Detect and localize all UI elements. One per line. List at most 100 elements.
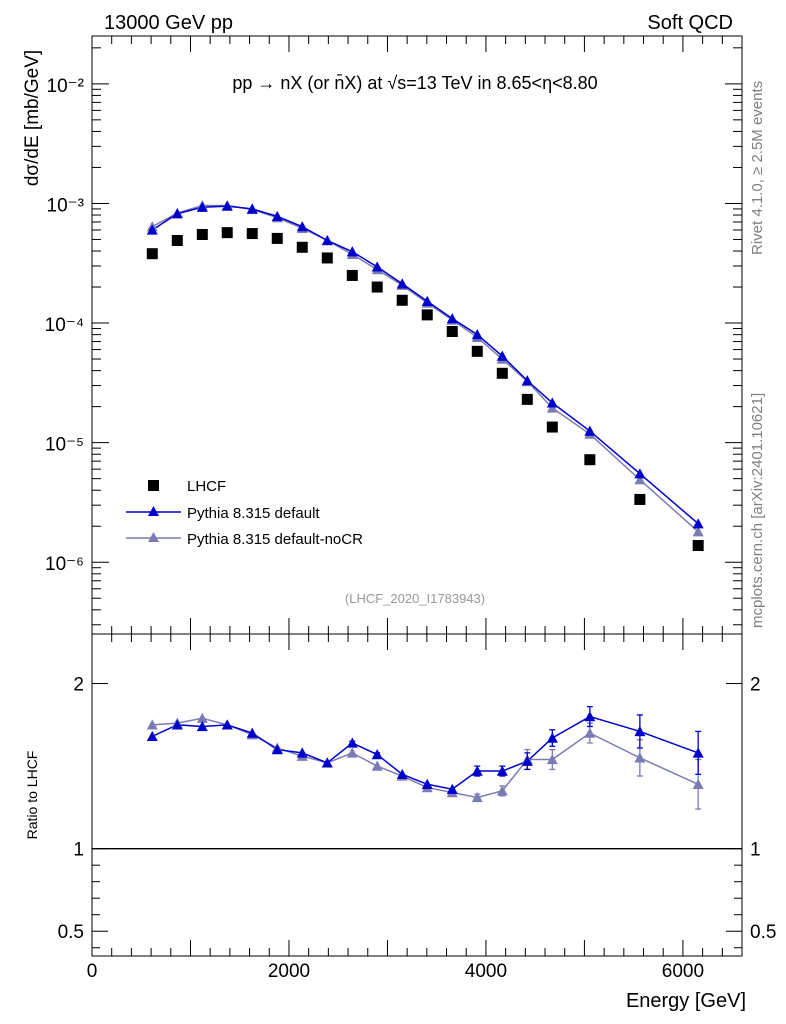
data-point bbox=[546, 421, 558, 433]
ratio-point bbox=[584, 727, 596, 738]
mc-point bbox=[296, 221, 308, 232]
mc-point bbox=[446, 313, 458, 324]
ratio-point bbox=[584, 711, 596, 722]
data-point bbox=[634, 493, 646, 505]
data-point bbox=[246, 228, 258, 240]
main-ticks: 10⁻⁶ 10⁻⁵ 10⁻⁴ 10⁻³ 10⁻² bbox=[45, 36, 743, 634]
mc-point bbox=[371, 261, 383, 272]
ratio-point bbox=[692, 778, 704, 789]
data-point bbox=[584, 454, 596, 466]
mc-point bbox=[692, 526, 704, 537]
y-tick-label: 10⁻⁵ bbox=[45, 435, 84, 456]
side-note-bottom: mcplots.cern.ch [arXiv:2401.10621] bbox=[749, 393, 766, 628]
mc-point bbox=[196, 201, 208, 212]
header-right: Soft QCD bbox=[647, 12, 733, 34]
data-point bbox=[321, 252, 333, 264]
legend-marker-lhcf bbox=[148, 480, 159, 491]
data-point bbox=[692, 540, 704, 552]
ratio-point bbox=[296, 747, 308, 758]
data-point bbox=[396, 294, 408, 306]
data-point bbox=[371, 281, 383, 293]
side-note-top: Rivet 4.1.0, ≥ 2.5M events bbox=[749, 81, 766, 255]
ratio-point bbox=[496, 785, 508, 796]
series-line-1 bbox=[151, 205, 699, 525]
ratio-line-1 bbox=[151, 715, 699, 791]
y-tick-label: 10⁻² bbox=[47, 76, 85, 97]
ratio-tick-label-right: 2 bbox=[750, 675, 761, 696]
x-tick-labels: 0 2000 4000 6000 bbox=[87, 961, 704, 982]
ratio-point bbox=[271, 744, 283, 755]
mc-point bbox=[246, 203, 258, 214]
data-point bbox=[471, 345, 483, 357]
main-markers bbox=[146, 200, 704, 552]
ratio-frame bbox=[91, 633, 743, 957]
ratio-point bbox=[521, 755, 533, 766]
data-point bbox=[271, 232, 283, 244]
data-point bbox=[421, 309, 433, 321]
ratio-point bbox=[221, 719, 233, 730]
y-tick-label: 10⁻⁴ bbox=[45, 315, 84, 336]
analysis-label: (LHCF_2020_I1783943) bbox=[345, 591, 485, 606]
ratio-point bbox=[546, 753, 558, 765]
ratio-point bbox=[634, 725, 646, 737]
data-point bbox=[521, 393, 533, 405]
ratio-point bbox=[146, 719, 158, 730]
ratio-tick-label-left: 2 bbox=[73, 675, 84, 696]
ratio-point bbox=[496, 765, 508, 776]
ratio-panel: 0.5 0.5 1 1 2 2 Ratio to LHCF bbox=[24, 633, 776, 957]
mc-point bbox=[692, 518, 704, 529]
ratio-point bbox=[246, 727, 258, 738]
ratio-markers bbox=[146, 706, 704, 810]
chart-title: pp → nX (or n̄X) at √s=13 TeV in 8.65<η<… bbox=[232, 73, 597, 93]
ratio-point bbox=[692, 747, 704, 758]
ratio-point bbox=[471, 765, 483, 776]
data-point bbox=[346, 269, 358, 281]
ratio-point bbox=[421, 778, 433, 789]
y-tick-label: 10⁻³ bbox=[47, 195, 85, 216]
header-left: 13000 GeV pp bbox=[104, 12, 233, 34]
mc-point bbox=[584, 425, 596, 436]
legend-label-default: Pythia 8.315 default bbox=[187, 505, 320, 522]
ratio-tick-label-left: 1 bbox=[73, 840, 84, 861]
data-point bbox=[296, 241, 308, 253]
ratio-point bbox=[321, 757, 333, 768]
ratio-y-axis-label: Ratio to LHCF bbox=[24, 751, 40, 840]
x-tick-label: 6000 bbox=[662, 961, 704, 982]
data-point bbox=[146, 248, 158, 260]
mc-point bbox=[396, 278, 408, 289]
legend: LHCF Pythia 8.315 default Pythia 8.315 d… bbox=[126, 478, 363, 548]
mc-point bbox=[471, 329, 483, 340]
legend-marker-nocr bbox=[148, 532, 159, 542]
mc-point bbox=[521, 375, 533, 386]
x-tick-label: 0 bbox=[87, 961, 98, 982]
ratio-ticks: 0.5 0.5 1 1 2 2 bbox=[58, 634, 776, 956]
x-tick-label: 2000 bbox=[268, 961, 310, 982]
mc-point bbox=[346, 246, 358, 257]
main-panel: 10⁻⁶ 10⁻⁵ 10⁻⁴ 10⁻³ 10⁻² pp → nX (or n̄X) at… bbox=[22, 35, 743, 635]
ratio-point bbox=[146, 730, 158, 742]
mc-point bbox=[421, 295, 433, 306]
ratio-tick-label-right: 0.5 bbox=[750, 922, 776, 943]
ratio-point bbox=[634, 752, 646, 763]
mc-point bbox=[546, 397, 558, 408]
ratio-point bbox=[371, 760, 383, 771]
data-point bbox=[446, 325, 458, 337]
legend-label-lhcf: LHCF bbox=[187, 478, 226, 495]
mc-point bbox=[496, 350, 508, 361]
ratio-point bbox=[346, 747, 358, 758]
ratio-tick-label-right: 1 bbox=[750, 840, 761, 861]
data-point bbox=[221, 227, 233, 239]
mc-point bbox=[271, 210, 283, 222]
series-line-2 bbox=[151, 204, 699, 533]
mc-point bbox=[221, 200, 233, 211]
ratio-point bbox=[546, 732, 558, 743]
data-point bbox=[496, 367, 508, 379]
mc-point bbox=[171, 208, 183, 219]
x-axis-label: Energy [GeV] bbox=[626, 990, 746, 1012]
ratio-point bbox=[471, 791, 483, 803]
data-point bbox=[196, 228, 208, 240]
mc-point bbox=[146, 224, 158, 235]
ratio-point bbox=[371, 749, 383, 760]
ratio-point bbox=[196, 720, 208, 732]
ratio-point bbox=[396, 768, 408, 780]
